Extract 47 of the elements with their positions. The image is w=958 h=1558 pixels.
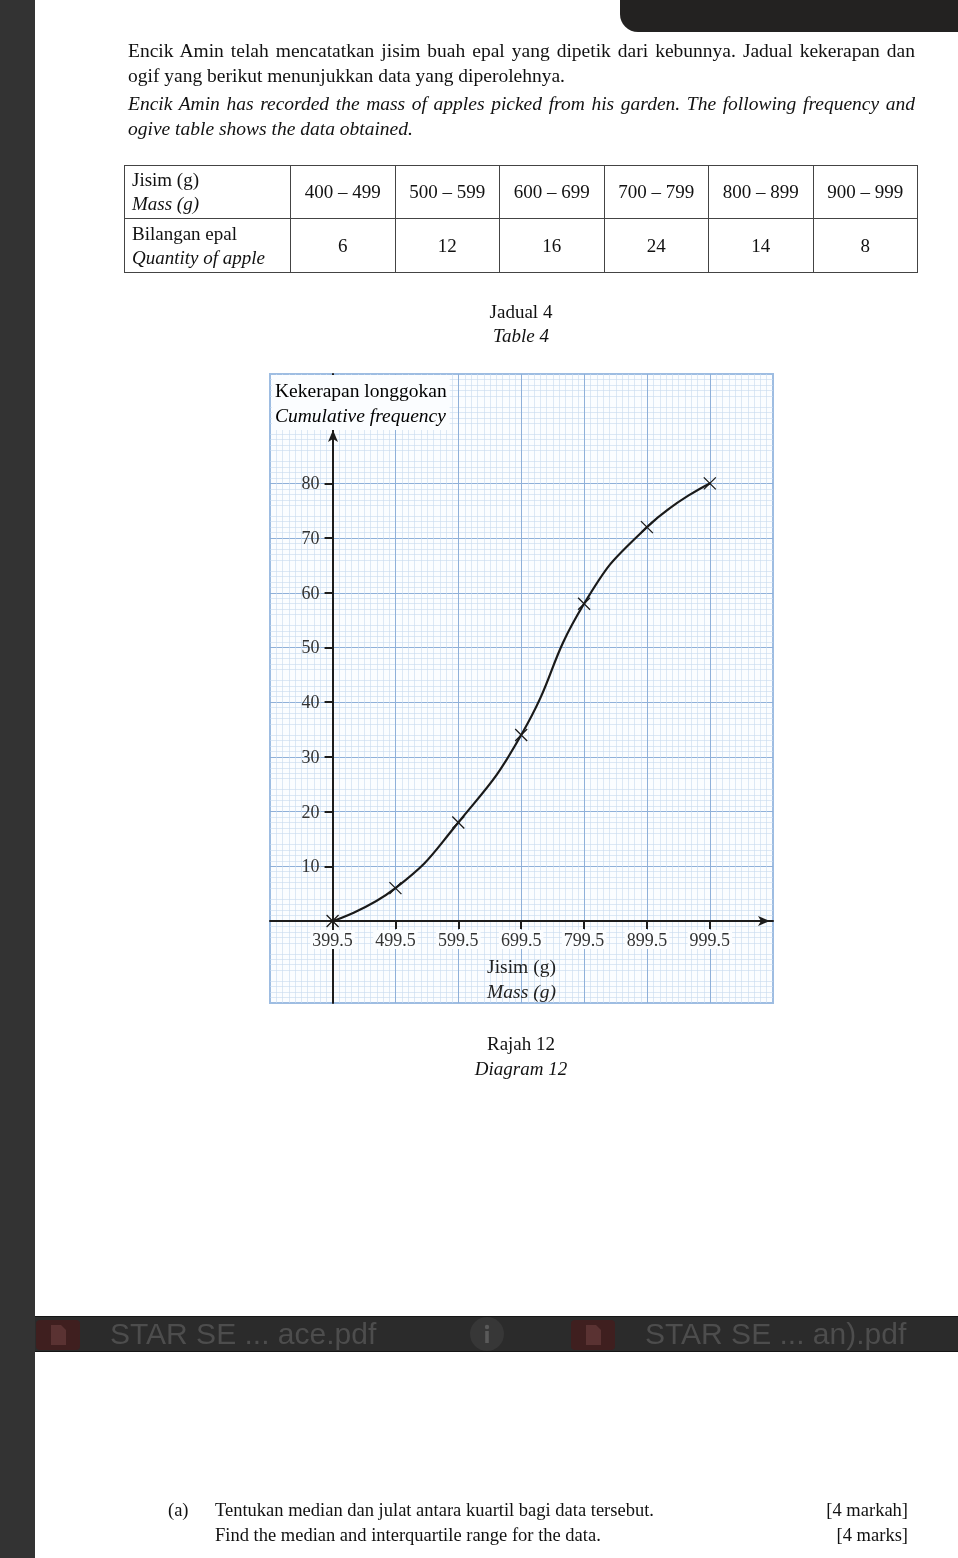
- text: Tentukan median dan julat antara kuartil bagi data tersebut.: [215, 1499, 654, 1522]
- text: [4 marks]: [836, 1524, 908, 1547]
- x-tick-label: 599.5: [438, 929, 479, 950]
- category-label: 900 – 999: [813, 165, 918, 219]
- x-tick-label: 399.5: [312, 929, 353, 950]
- data-label: 8: [813, 218, 918, 273]
- x-axis-title: Jisim (g) Mass (g): [486, 955, 556, 1003]
- data-label: 14: [708, 218, 813, 273]
- x-tick-label: 999.5: [689, 929, 731, 950]
- point: [451, 815, 465, 830]
- category-label: 800 – 899: [708, 165, 813, 219]
- y-tick-label: 70: [301, 528, 320, 549]
- category-label: 600 – 699: [499, 165, 604, 219]
- data-label: 12: [395, 218, 500, 273]
- text: Encik Amin has recorded the mass of apples picked from his garden. The following frequency and ogive table shows the data obtained.: [127, 92, 916, 141]
- data-label: 16: [499, 218, 604, 273]
- y-tick-label: 20: [301, 801, 320, 822]
- y-tick-label: 60: [301, 582, 320, 603]
- point: [514, 728, 528, 742]
- text: Encik Amin telah mencatatkan jisim buah epal yang dipetik dari kebunnya. Jadual kekerapan dan ogif yang berikut menunjukkan data yang diperolehnya.: [127, 39, 916, 88]
- x-tick-label: 699.5: [500, 929, 542, 950]
- point: [325, 914, 340, 928]
- point: [577, 597, 591, 611]
- y-axis-title: Kekerapan longgokan Cumulative frequency: [275, 380, 447, 426]
- x-tick-label: 799.5: [563, 929, 605, 950]
- text: [4 markah]: [826, 1499, 908, 1522]
- x-tick-label: 899.5: [626, 929, 668, 950]
- text: Bilangan epal Quantity of apple: [132, 221, 266, 270]
- y-tick-label: 80: [301, 473, 320, 494]
- y-tick-label: 10: [301, 856, 320, 877]
- point: [640, 520, 654, 534]
- y-tick-label: 40: [301, 692, 320, 713]
- text: Jadual 4 Table 4: [488, 300, 554, 348]
- text: Jisim (g) Mass (g): [132, 168, 201, 216]
- category-label: 500 – 599: [395, 165, 500, 219]
- data-label: 24: [604, 218, 709, 273]
- y-tick-label: 30: [301, 746, 320, 767]
- x-tick-label: 499.5: [375, 929, 416, 950]
- text: Rajah 12 Diagram 12: [473, 1032, 569, 1081]
- point: [703, 476, 717, 491]
- category-label: 400 – 499: [290, 165, 395, 219]
- category-label: 700 – 799: [604, 165, 709, 219]
- text: Find the median and interquartile range for the data.: [215, 1524, 601, 1547]
- text: (a): [168, 1499, 189, 1522]
- data-label: 6: [290, 218, 395, 273]
- point: [388, 881, 403, 895]
- y-tick-label: 50: [301, 637, 320, 658]
